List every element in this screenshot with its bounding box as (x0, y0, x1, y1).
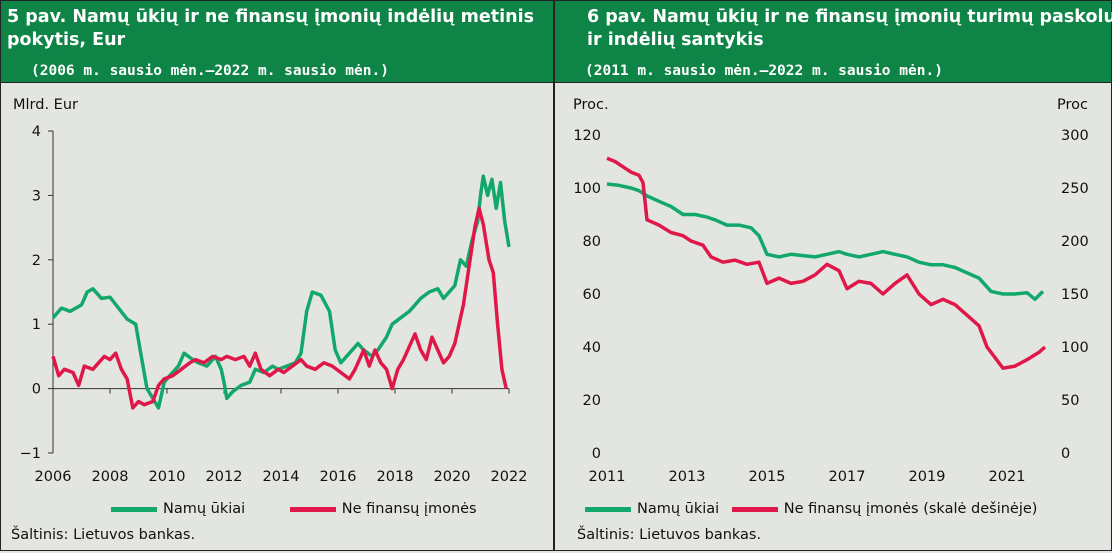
legend-item: Ne finansų įmonės (skalė dešinėje) (731, 501, 1038, 517)
source-note: Šaltinis: Lietuvos bankas. (577, 527, 762, 543)
x-tick-label: 2021 (989, 469, 1026, 485)
legend-label: Namų ūkiai (637, 501, 720, 517)
series-line (606, 182, 1045, 302)
y-tick-label-right: 300 (1061, 128, 1089, 144)
y-tick-label-right: 200 (1061, 234, 1089, 250)
x-tick-label: 2014 (263, 469, 300, 485)
y-tick-label: 1 (32, 317, 41, 333)
chart-title: 6 pav. Namų ūkių ir ne finansų įmonių tu… (587, 7, 1112, 50)
y-tick-label-right: 0 (1061, 446, 1070, 462)
x-tick-label: 2015 (749, 469, 786, 485)
y-tick-label-left: 80 (583, 234, 601, 250)
chart-subtitle: (2006 m. sausio mėn.–2022 m. sausio mėn.… (31, 63, 389, 79)
chart-subtitle: (2011 m. sausio mėn.–2022 m. sausio mėn.… (585, 63, 943, 79)
legend-swatch (111, 506, 157, 512)
x-tick-label: 2013 (669, 469, 706, 485)
chart-header: 6 pav. Namų ūkių ir ne finansų įmonių tu… (555, 1, 1112, 83)
legend-item: Ne finansų įmonės (289, 501, 477, 517)
series-line (51, 206, 508, 410)
legend-label: Namų ūkiai (163, 501, 246, 517)
legend-swatch (731, 506, 778, 512)
legend-swatch (585, 506, 631, 512)
x-tick-label: 2020 (434, 469, 471, 485)
y-axis-label-left: Proc. (573, 97, 609, 113)
y-tick-label-right: 50 (1061, 393, 1079, 409)
x-tick-label: 2006 (35, 469, 72, 485)
x-tick-label: 2010 (149, 469, 186, 485)
x-tick-label: 2012 (206, 469, 243, 485)
series-line (606, 156, 1047, 370)
legend-item: Namų ūkiai (111, 501, 245, 517)
y-tick-label-right: 250 (1061, 181, 1089, 197)
series-line (51, 174, 511, 410)
y-tick-label-left: 60 (583, 287, 601, 303)
y-tick-label-left: 40 (583, 340, 601, 356)
y-tick-label: 0 (32, 382, 41, 398)
y-tick-label-left: 120 (573, 128, 601, 144)
x-tick-label: 2011 (589, 469, 626, 485)
x-tick-label: 2019 (909, 469, 946, 485)
chart-header: 5 pav. Namų ūkių ir ne finansų įmonių in… (1, 1, 553, 83)
legend-label: Ne finansų įmonės (skalė dešinėje) (783, 501, 1038, 517)
y-tick-label-left: 0 (592, 446, 601, 462)
y-tick-label: 4 (32, 124, 41, 140)
y-tick-label: 3 (32, 188, 41, 204)
source-note: Šaltinis: Lietuvos bankas. (11, 527, 196, 543)
chart-panel-6: 6 pav. Namų ūkių ir ne finansų įmonių tu… (554, 0, 1112, 551)
line-chart: 4 3 2 1 0 −1 2006 2008 2010 2012 2014 2016 2018 2020 2… (20, 124, 528, 485)
legend: Namų ūkiai Ne finansų įmonės (skalė deši… (585, 501, 1037, 517)
y-tick-label: −1 (20, 446, 41, 462)
legend-label: Ne finansų įmonės (341, 501, 477, 517)
legend-swatch (289, 506, 336, 512)
y-tick-label-left: 20 (583, 393, 601, 409)
y-tick-label-right: 150 (1061, 287, 1089, 303)
chart-title: 5 pav. Namų ūkių ir ne finansų įmonių in… (7, 7, 535, 50)
x-tick-label: 2022 (491, 469, 528, 485)
chart-panel-5: 5 pav. Namų ūkių ir ne finansų įmonių in… (0, 0, 554, 551)
legend-item: Namų ūkiai (585, 501, 719, 517)
y-axis-label: Mlrd. Eur (13, 97, 78, 113)
x-tick-label: 2017 (829, 469, 866, 485)
x-tick-label: 2018 (377, 469, 414, 485)
x-tick-label: 2016 (320, 469, 357, 485)
x-tick-label: 2008 (92, 469, 129, 485)
y-tick-label: 2 (32, 253, 41, 269)
y-tick-label-right: 100 (1061, 340, 1089, 356)
y-tick-label-left: 100 (573, 181, 601, 197)
y-axis-label-right: Proc (1057, 97, 1088, 113)
legend: Namų ūkiai Ne finansų įmonės (111, 501, 477, 517)
